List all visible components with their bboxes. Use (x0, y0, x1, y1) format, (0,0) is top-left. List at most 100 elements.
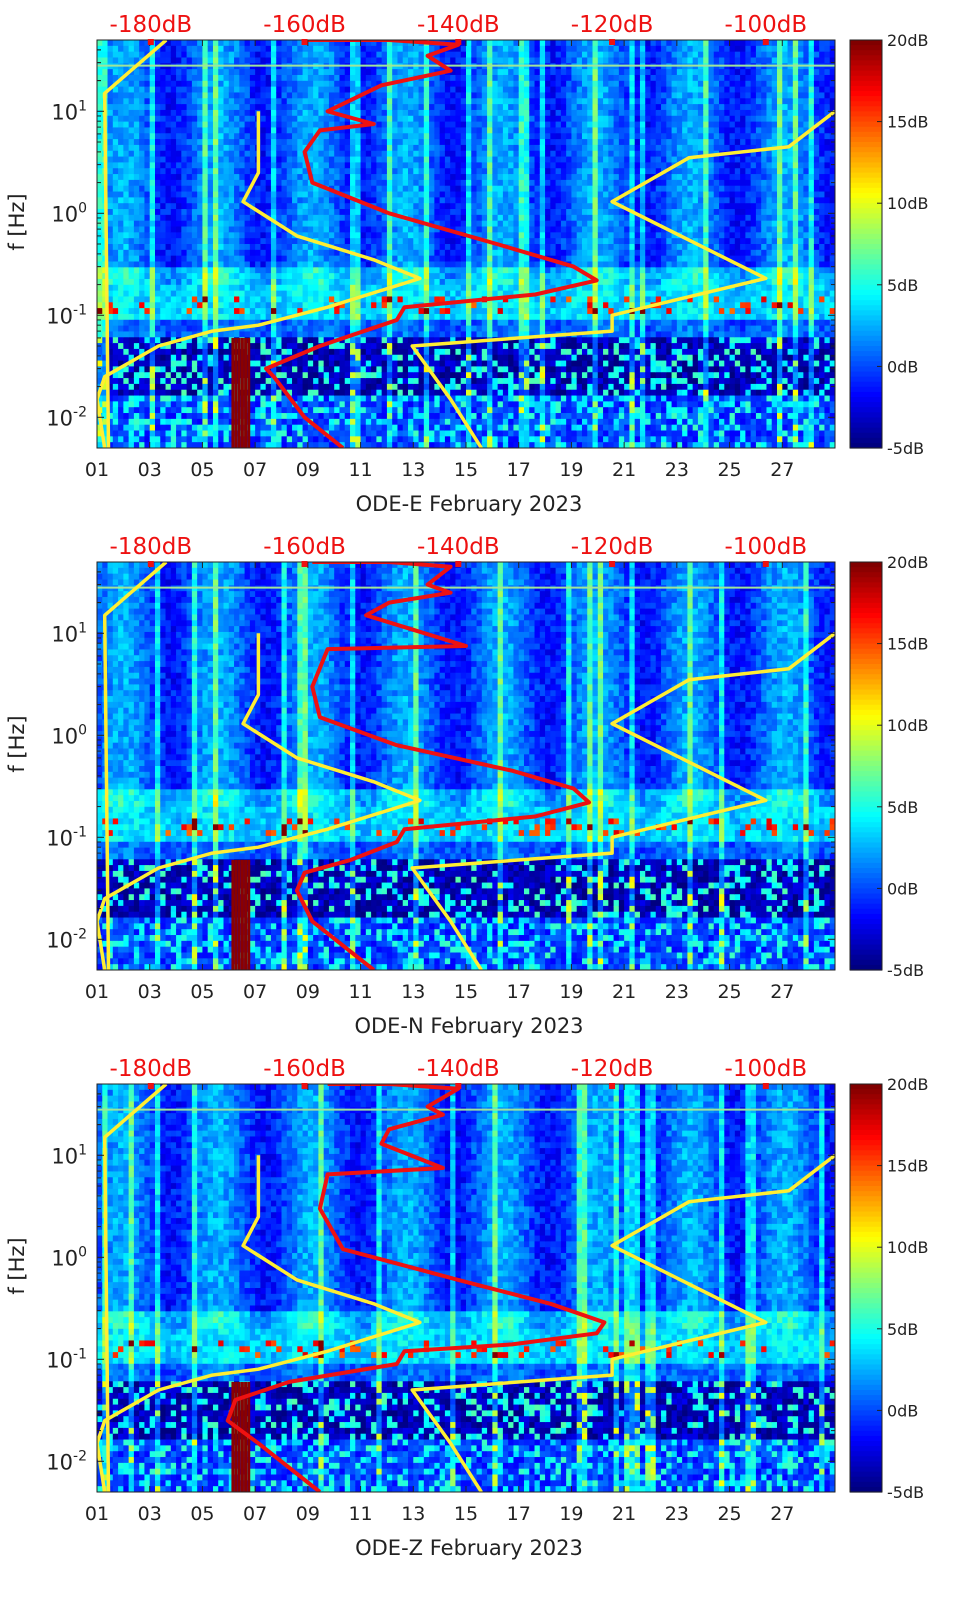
colorbar: 20dB 15dB 10dB 5dB 0dB -5dB (849, 31, 929, 458)
top-db-axis-label: -160dB (263, 12, 346, 38)
x-tick-label: 09 (296, 459, 320, 481)
top-db-axis-label: -120dB (571, 12, 654, 38)
top-db-axis-label: -100dB (725, 534, 808, 560)
colorbar-tick-label: 15dB (887, 635, 929, 654)
top-db-axis-label: -100dB (725, 12, 808, 38)
x-tick-label: 07 (243, 1503, 267, 1525)
colorbar: 20dB 15dB 10dB 5dB 0dB -5dB (849, 553, 929, 980)
colorbar-tick-label: 20dB (887, 1075, 929, 1094)
series-psd-median-red (294, 562, 591, 970)
series-spectral-floor-model (102, 1084, 168, 1492)
x-tick-label: 03 (138, 1503, 162, 1525)
top-db-axis-label: -160dB (263, 1056, 346, 1082)
x-tick-label: 19 (559, 981, 583, 1003)
top-db-axis-label: -180dB (110, 534, 193, 560)
colorbar-tick-label: -5dB (887, 961, 924, 980)
x-tick-label: 03 (138, 459, 162, 481)
y-tick-label: 100 (51, 722, 87, 748)
x-tick-label: 15 (454, 459, 478, 481)
colorbar-tick-label: 5dB (887, 798, 918, 817)
x-tick-label: 17 (507, 981, 531, 1003)
y-tick-label: 10-1 (46, 302, 87, 328)
top-db-axis-label: -140dB (417, 12, 500, 38)
top-db-axis-label: -180dB (110, 1056, 193, 1082)
top-db-axis-label: -120dB (571, 1056, 654, 1082)
spectrogram-heatmap (97, 1084, 835, 1492)
top-db-axis-label: -140dB (417, 534, 500, 560)
series-noise-model-yellow-right (410, 1153, 835, 1492)
spectrogram-heatmap (97, 562, 835, 970)
colorbar-tick-label: 20dB (887, 553, 929, 572)
spectrogram-heatmap (97, 40, 835, 448)
colorbar-tick-label: 0dB (887, 1401, 918, 1420)
colorbar-tick-label: 15dB (887, 1157, 929, 1176)
series-psd-median-red (225, 1084, 607, 1492)
spectrogram-svg: 01 03 05 07 09 11 13 15 17 19 21 23 25 27 ODE-E Februa… (5, 12, 929, 516)
y-tick-label: 100 (51, 1244, 87, 1270)
series-noise-model-yellow-left (97, 111, 422, 448)
series-noise-model-yellow-left (97, 1155, 422, 1492)
x-axis-label: ODE-Z February 2023 (355, 1536, 583, 1560)
x-tick-label: 05 (190, 459, 214, 481)
spectrogram-svg: 01 03 05 07 09 11 13 15 17 19 21 23 25 27 ODE-Z Februa… (5, 1056, 929, 1560)
y-tick-label: 101 (51, 620, 87, 646)
x-tick-label: 09 (296, 1503, 320, 1525)
colorbar-tick-label: 5dB (887, 1320, 918, 1339)
x-tick-label: 13 (401, 1503, 425, 1525)
y-tick-label: 10-1 (46, 824, 87, 850)
y-tick-label: 10-2 (46, 1448, 87, 1474)
x-tick-label: 27 (770, 981, 794, 1003)
x-tick-label: 11 (348, 459, 372, 481)
top-db-axis-label: -180dB (110, 12, 193, 38)
x-tick-label: 19 (559, 1503, 583, 1525)
x-tick-label: 25 (717, 1503, 741, 1525)
y-tick-label: 10-1 (46, 1346, 87, 1372)
series-spectral-floor-model (102, 562, 168, 970)
x-tick-label: 17 (507, 459, 531, 481)
y-axis-label: f [Hz] (5, 1237, 29, 1294)
x-tick-label: 15 (454, 981, 478, 1003)
colorbar-tick-label: 10dB (887, 1238, 929, 1257)
x-tick-label: 09 (296, 981, 320, 1003)
x-tick-label: 05 (190, 981, 214, 1003)
x-tick-label: 23 (665, 981, 689, 1003)
spectrogram-panel-3: 01 03 05 07 09 11 13 15 17 19 21 23 25 27 ODE-Z Februa… (0, 1044, 962, 1577)
x-tick-label: 27 (770, 459, 794, 481)
x-tick-label: 11 (348, 1503, 372, 1525)
series-psd-median-red (264, 40, 599, 448)
x-tick-label: 13 (401, 459, 425, 481)
x-tick-label: 01 (85, 1503, 109, 1525)
x-tick-label: 17 (507, 1503, 531, 1525)
top-db-axis-label: -120dB (571, 534, 654, 560)
x-tick-label: 25 (717, 981, 741, 1003)
y-tick-label: 101 (51, 98, 87, 124)
series-noise-model-yellow-right (410, 109, 835, 448)
colorbar-tick-label: 10dB (887, 716, 929, 735)
colorbar-tick-label: -5dB (887, 439, 924, 458)
top-db-axis-label: -140dB (417, 1056, 500, 1082)
x-axis-label: ODE-N February 2023 (354, 1014, 583, 1038)
x-tick-label: 23 (665, 1503, 689, 1525)
colorbar-tick-label: 0dB (887, 357, 918, 376)
x-tick-label: 19 (559, 459, 583, 481)
x-tick-label: 13 (401, 981, 425, 1003)
x-tick-label: 15 (454, 1503, 478, 1525)
y-tick-label: 10-2 (46, 404, 87, 430)
spectrogram-panel-1: 01 03 05 07 09 11 13 15 17 19 21 23 25 27 ODE-E Februa… (0, 0, 962, 533)
y-tick-label: 100 (51, 200, 87, 226)
colorbar-tick-label: -5dB (887, 1483, 924, 1502)
x-tick-label: 21 (612, 459, 636, 481)
y-tick-label: 101 (51, 1142, 87, 1168)
x-tick-label: 01 (85, 459, 109, 481)
colorbar-tick-label: 5dB (887, 276, 918, 295)
x-tick-label: 07 (243, 981, 267, 1003)
y-axis-label: f [Hz] (5, 193, 29, 250)
x-tick-label: 21 (612, 1503, 636, 1525)
x-tick-label: 01 (85, 981, 109, 1003)
series-noise-model-yellow-right (410, 631, 835, 970)
x-tick-label: 07 (243, 459, 267, 481)
x-tick-label: 27 (770, 1503, 794, 1525)
top-db-axis-label: -100dB (725, 1056, 808, 1082)
colorbar-tick-label: 15dB (887, 113, 929, 132)
x-tick-label: 11 (348, 981, 372, 1003)
